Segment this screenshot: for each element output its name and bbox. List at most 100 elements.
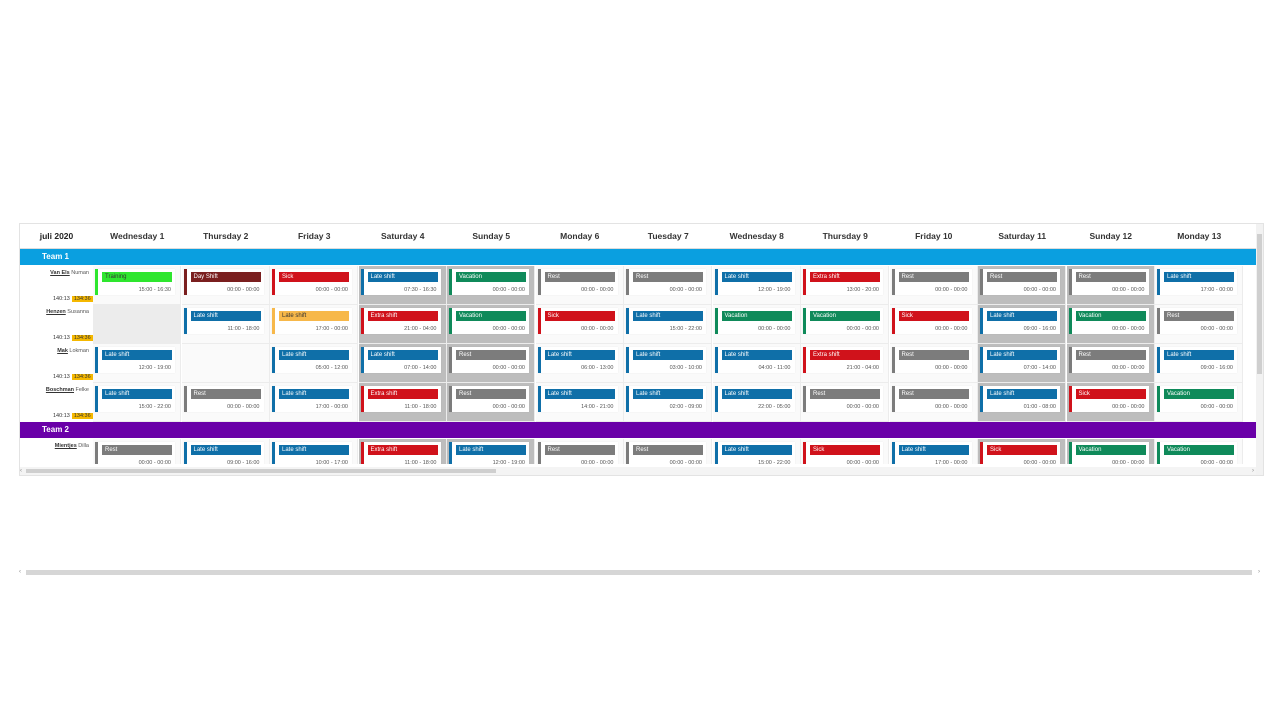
day-cell[interactable]: Late shift 02:00 - 09:00: [624, 383, 712, 422]
day-cell[interactable]: Late shift 04:00 - 11:00: [712, 344, 801, 383]
shift-event[interactable]: Late shift 10:00 - 17:00: [272, 442, 352, 464]
day-cell[interactable]: Rest 00:00 - 00:00: [889, 266, 978, 305]
shift-event[interactable]: Vacation 00:00 - 00:00: [1157, 386, 1237, 412]
shift-event[interactable]: Extra shift 21:00 - 04:00: [803, 347, 883, 373]
shift-event[interactable]: Rest 00:00 - 00:00: [95, 442, 175, 464]
day-cell[interactable]: Late shift 09:00 - 16:00: [1155, 344, 1243, 383]
day-cell[interactable]: Rest 00:00 - 00:00: [889, 383, 978, 422]
day-cell[interactable]: Rest 00:00 - 00:00: [93, 439, 181, 464]
day-cell[interactable]: Extra shift 11:00 - 18:00: [358, 383, 447, 422]
day-header[interactable]: Thursday 2: [203, 231, 249, 241]
day-cell[interactable]: Sick 00:00 - 00:00: [889, 305, 978, 344]
shift-event[interactable]: Late shift 04:00 - 11:00: [714, 347, 795, 373]
resource-last-name[interactable]: Henzen: [46, 309, 66, 315]
vertical-scrollbar[interactable]: [1256, 224, 1263, 475]
day-cell[interactable]: Rest 00:00 - 00:00: [447, 344, 535, 383]
day-cell[interactable]: Late shift 15:00 - 22:00: [712, 439, 801, 464]
day-cell[interactable]: Rest 00:00 - 00:00: [889, 344, 978, 383]
day-cell[interactable]: Rest 00:00 - 00:00: [624, 266, 712, 305]
day-cell[interactable]: Late shift 09:00 - 16:00: [978, 305, 1066, 344]
horizontal-scrollbar[interactable]: ‹ ›: [20, 467, 1256, 475]
day-cell[interactable]: Rest 00:00 - 00:00: [447, 383, 535, 422]
scroll-right-icon[interactable]: ›: [1252, 468, 1254, 474]
day-cell[interactable]: Vacation 00:00 - 00:00: [801, 305, 889, 344]
resource-last-name[interactable]: Mak: [57, 348, 68, 354]
shift-event[interactable]: Late shift 07:00 - 14:00: [360, 347, 441, 373]
day-cell[interactable]: Extra shift 11:00 - 18:00: [358, 439, 447, 464]
day-cell[interactable]: Late shift 09:00 - 16:00: [181, 439, 270, 464]
day-cell[interactable]: Late shift 12:00 - 19:00: [447, 439, 535, 464]
shift-event[interactable]: Late shift 06:00 - 13:00: [537, 347, 618, 373]
resource-name[interactable]: Mientjes Dilla: [55, 443, 89, 449]
shift-event[interactable]: Rest 00:00 - 00:00: [183, 386, 264, 412]
day-cell[interactable]: Vacation 00:00 - 00:00: [1155, 383, 1243, 422]
shift-event[interactable]: Late shift 03:00 - 10:00: [626, 347, 706, 373]
day-header[interactable]: Friday 10: [915, 231, 953, 241]
shift-event[interactable]: Vacation 00:00 - 00:00: [714, 308, 795, 334]
resource-name[interactable]: Henzen Susanna: [46, 309, 89, 315]
shift-event[interactable]: Rest 00:00 - 00:00: [626, 269, 706, 295]
shift-event[interactable]: Rest 00:00 - 00:00: [1068, 269, 1149, 295]
day-cell[interactable]: Rest 00:00 - 00:00: [1155, 305, 1243, 344]
shift-event[interactable]: Late shift 22:00 - 05:00: [714, 386, 795, 412]
shift-event[interactable]: Late shift 15:00 - 22:00: [714, 442, 795, 464]
day-header[interactable]: Wednesday 8: [729, 231, 784, 241]
shift-event[interactable]: Sick 00:00 - 00:00: [803, 442, 883, 464]
resource-last-name[interactable]: Mientjes: [54, 443, 77, 449]
shift-event[interactable]: Rest 00:00 - 00:00: [1068, 347, 1149, 373]
day-cell[interactable]: Late shift 07:00 - 14:00: [358, 344, 447, 383]
day-header[interactable]: Saturday 11: [998, 231, 1047, 241]
day-cell[interactable]: Day Shift 00:00 - 00:00: [181, 266, 270, 305]
day-cell[interactable]: Late shift 06:00 - 13:00: [535, 344, 624, 383]
team-row[interactable]: Team 2: [20, 422, 1256, 438]
shift-event[interactable]: Sick 00:00 - 00:00: [272, 269, 352, 295]
shift-event[interactable]: Late shift 12:00 - 19:00: [95, 347, 175, 373]
day-cell[interactable]: Late shift 17:00 - 00:00: [270, 305, 358, 344]
day-header[interactable]: Friday 3: [297, 231, 331, 241]
page-horizontal-scroll-thumb[interactable]: [26, 570, 1252, 575]
day-header[interactable]: Saturday 4: [381, 231, 425, 241]
day-cell[interactable]: Extra shift 21:00 - 04:00: [801, 344, 889, 383]
day-cell[interactable]: Late shift 15:00 - 22:00: [624, 305, 712, 344]
day-cell[interactable]: Late shift 10:00 - 17:00: [270, 439, 358, 464]
shift-event[interactable]: Sick 00:00 - 00:00: [1068, 386, 1149, 412]
day-header[interactable]: Tuesday 7: [647, 231, 689, 241]
shift-event[interactable]: Rest 00:00 - 00:00: [449, 386, 529, 412]
day-header[interactable]: Thursday 9: [822, 231, 868, 241]
page-scroll-right-icon[interactable]: ›: [1258, 569, 1260, 575]
day-cell[interactable]: Vacation 00:00 - 00:00: [1155, 439, 1243, 464]
day-cell[interactable]: Late shift 11:00 - 18:00: [181, 305, 270, 344]
day-cell[interactable]: Vacation 00:00 - 00:00: [447, 266, 535, 305]
shift-event[interactable]: Rest 00:00 - 00:00: [449, 347, 529, 373]
shift-event[interactable]: Sick 00:00 - 00:00: [537, 308, 618, 334]
day-cell[interactable]: Late shift 07:30 - 16:30: [358, 266, 447, 305]
resource-last-name[interactable]: Boschman: [45, 387, 75, 393]
day-cell[interactable]: Late shift 03:00 - 10:00: [624, 344, 712, 383]
day-cell[interactable]: [93, 305, 181, 344]
day-header[interactable]: Wednesday 1: [110, 231, 165, 241]
shift-event[interactable]: Rest 00:00 - 00:00: [891, 269, 972, 295]
shift-event[interactable]: Extra shift 21:00 - 04:00: [360, 308, 441, 334]
day-header[interactable]: Monday 6: [560, 231, 600, 241]
shift-event[interactable]: Vacation 00:00 - 00:00: [803, 308, 883, 334]
shift-event[interactable]: Late shift 15:00 - 22:00: [626, 308, 706, 334]
shift-event[interactable]: Late shift 17:00 - 00:00: [272, 386, 352, 412]
day-cell[interactable]: Late shift 14:00 - 21:00: [535, 383, 624, 422]
horizontal-scroll-thumb[interactable]: [26, 469, 496, 473]
team-row[interactable]: Team 1: [20, 249, 1256, 265]
shift-event[interactable]: Late shift 11:00 - 18:00: [183, 308, 264, 334]
day-cell[interactable]: Extra shift 21:00 - 04:00: [358, 305, 447, 344]
day-cell[interactable]: Late shift 01:00 - 08:00: [978, 383, 1066, 422]
day-cell[interactable]: Rest 00:00 - 00:00: [1066, 266, 1155, 305]
shift-event[interactable]: Extra shift 11:00 - 18:00: [360, 442, 441, 464]
day-cell[interactable]: Vacation 00:00 - 00:00: [447, 305, 535, 344]
day-cell[interactable]: Rest 00:00 - 00:00: [535, 439, 624, 464]
page-scroll-left-icon[interactable]: ‹: [19, 569, 21, 575]
resource-name[interactable]: Van Els Numan: [50, 270, 89, 276]
day-cell[interactable]: Sick 00:00 - 00:00: [535, 305, 624, 344]
shift-event[interactable]: Extra shift 11:00 - 18:00: [360, 386, 441, 412]
shift-event[interactable]: Late shift 09:00 - 16:00: [980, 308, 1060, 334]
shift-event[interactable]: Late shift 02:00 - 09:00: [626, 386, 706, 412]
shift-event[interactable]: Rest 00:00 - 00:00: [803, 386, 883, 412]
shift-event[interactable]: Vacation 00:00 - 00:00: [449, 308, 529, 334]
